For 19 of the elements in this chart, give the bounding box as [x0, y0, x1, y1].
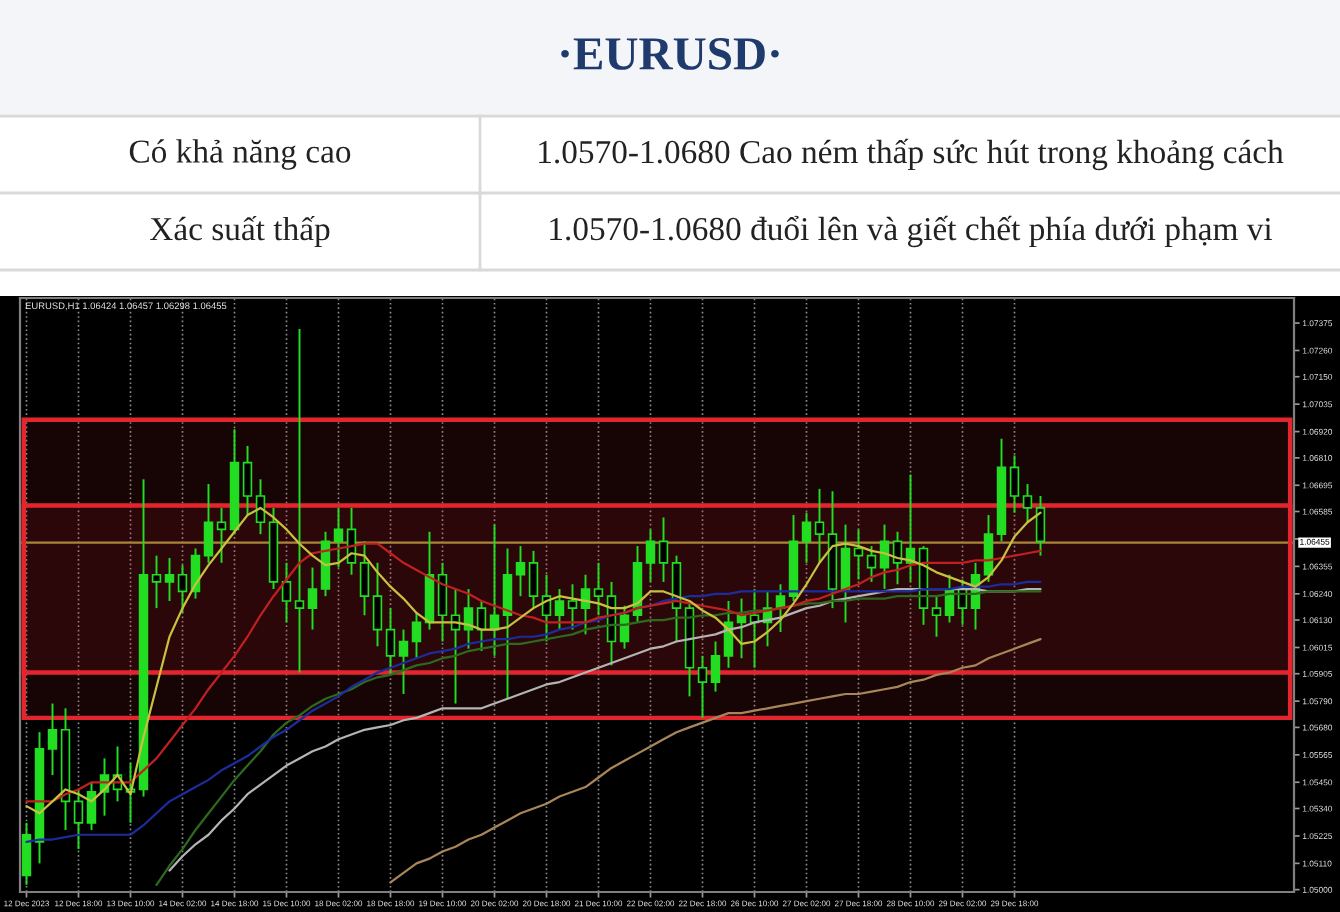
candlestick: [151, 554, 162, 610]
line-series: [389, 638, 1042, 884]
candlestick: [333, 506, 344, 569]
candlestick: [502, 547, 513, 700]
text: 1.0570-1.0680 Cao ném thấp sức hút trong khoảng cách: [539, 138, 1284, 171]
text: 1.0570-1.0680 đuổi lên và giết chết phía dưới phạm vi: [550, 215, 1273, 248]
candlestick: [307, 566, 318, 631]
candlestick: [658, 516, 669, 583]
candlestick: [385, 607, 396, 676]
chart-title: ·EURUSD·: [561, 38, 779, 70]
text: Xác suất thấp: [150, 215, 330, 248]
candlestick: [281, 561, 292, 624]
candlestick: [359, 540, 370, 617]
candlestick: [593, 561, 604, 617]
candlestick: [294, 328, 305, 674]
candlestick: [814, 487, 825, 564]
text: Có khả năng cao: [129, 139, 351, 170]
candlestick: [840, 523, 851, 624]
candlestick: [47, 702, 58, 777]
